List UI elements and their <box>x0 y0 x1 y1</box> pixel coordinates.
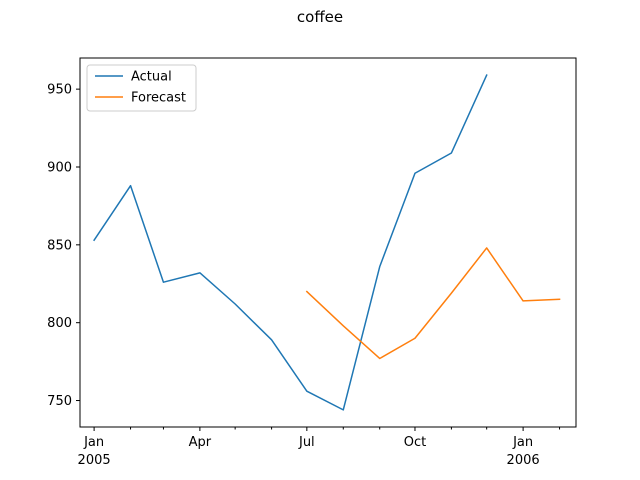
x-tick-label: Oct <box>404 435 426 450</box>
x-axis: Jan 2005 Apr Jul Oct Jan 2006 <box>78 427 561 468</box>
series-line-actual <box>93 74 488 411</box>
x-tick-label: Jan <box>83 435 104 450</box>
x-tick-label: Jul <box>298 435 315 450</box>
legend-label: Actual <box>131 70 172 85</box>
y-tick-label: 950 <box>47 83 72 98</box>
chart-title: coffee <box>297 8 343 26</box>
series-line-forecast <box>305 247 561 360</box>
x-tick-label: Apr <box>189 435 212 450</box>
y-tick-label: 850 <box>47 238 72 253</box>
y-tick-label: 900 <box>47 160 72 175</box>
y-axis: 750 800 850 900 950 <box>47 83 80 409</box>
x-tick-label: Jan <box>512 435 533 450</box>
legend: Actual Forecast <box>86 64 197 112</box>
axes-frame <box>79 57 577 428</box>
plot-area <box>93 74 561 411</box>
x-tick-year-label: 2005 <box>78 453 111 468</box>
legend-label: Forecast <box>131 91 186 106</box>
y-tick-label: 750 <box>47 394 72 409</box>
y-tick-label: 800 <box>47 316 72 331</box>
x-tick-year-label: 2006 <box>507 453 540 468</box>
